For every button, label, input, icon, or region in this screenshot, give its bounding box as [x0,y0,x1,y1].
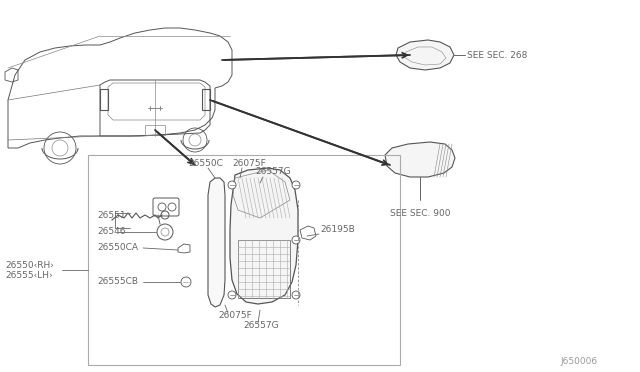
Text: SEE SEC. 268: SEE SEC. 268 [467,51,527,60]
Bar [238,240,290,298]
Text: J650006: J650006 [560,357,597,366]
Bar [145,125,165,135]
Text: 26557G: 26557G [255,167,291,176]
Text: 26555CB: 26555CB [97,278,138,286]
Circle shape [292,181,300,189]
Circle shape [292,236,300,244]
Text: 26550C: 26550C [188,158,223,167]
Text: 26550CA: 26550CA [97,244,138,253]
Polygon shape [230,168,298,304]
Text: 26075F: 26075F [218,311,252,320]
Text: 26195B: 26195B [320,225,355,234]
Polygon shape [396,40,454,70]
Text: 26551: 26551 [97,212,125,221]
Circle shape [228,181,236,189]
Text: SEE SEC. 900: SEE SEC. 900 [390,208,451,218]
Text: 26550‹RH›: 26550‹RH› [5,260,54,269]
Circle shape [228,291,236,299]
Polygon shape [385,142,455,177]
Polygon shape [208,178,225,307]
Bar [88,155,400,365]
Text: 26557G: 26557G [243,321,278,330]
Text: 26075F: 26075F [232,158,266,167]
Circle shape [292,291,300,299]
Text: 26546: 26546 [97,228,125,237]
Text: 26555‹LH›: 26555‹LH› [5,270,52,279]
